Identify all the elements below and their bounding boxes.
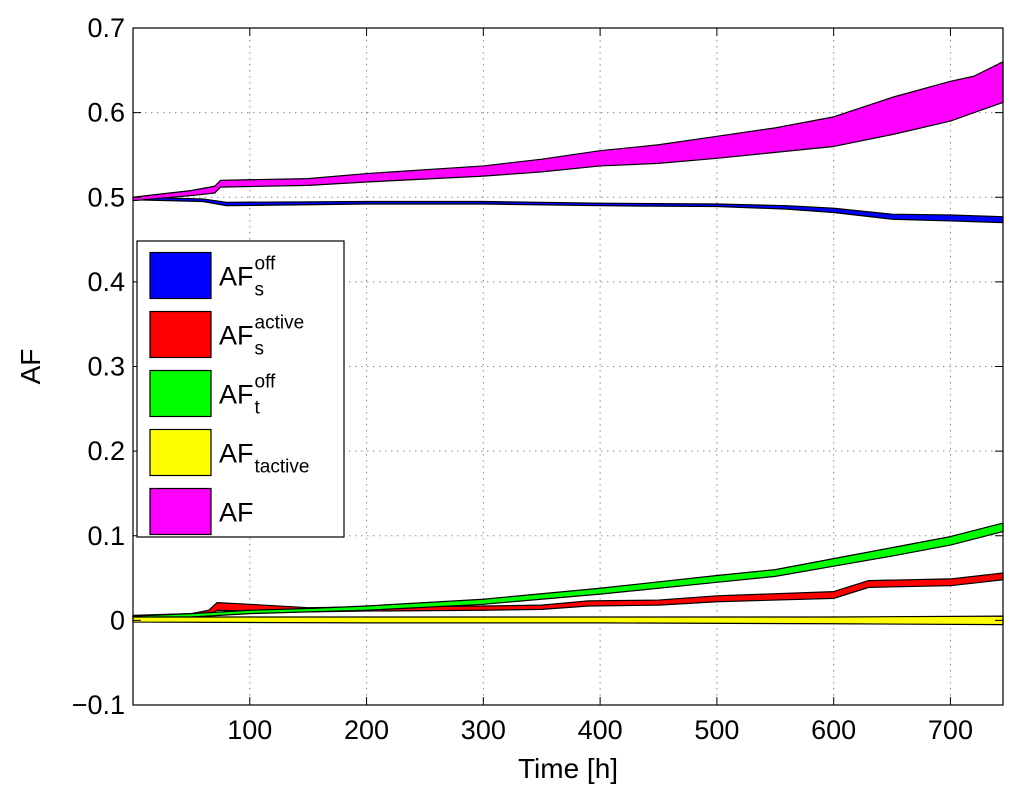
legend-label-3: AF — [219, 439, 254, 469]
y-tick-label-2: 0.1 — [87, 521, 125, 551]
legend-swatch-4 — [149, 487, 212, 536]
x-tick-label-5: 600 — [811, 715, 856, 745]
x-tick-label-2: 300 — [461, 715, 506, 745]
y-tick-label-5: 0.4 — [87, 267, 125, 297]
legend-entry-2: AFoff t — [219, 372, 276, 419]
x-tick-label-4: 500 — [694, 715, 739, 745]
y-tick-label-3: 0.2 — [87, 436, 125, 466]
x-axis-label: Time [h] — [518, 753, 618, 784]
x-tick-label-1: 200 — [344, 715, 389, 745]
y-tick-label-1: 0 — [110, 605, 125, 635]
y-tick-label-6: 0.5 — [87, 182, 125, 212]
legend-subscript-1: s — [255, 339, 265, 360]
legend-swatch-2 — [149, 369, 212, 418]
legend-entry-0: AFoff s — [219, 254, 276, 301]
x-tick-label-6: 700 — [928, 715, 973, 745]
legend-entry-1: AFactive s — [219, 313, 304, 360]
y-tick-label-8: 0.7 — [87, 13, 125, 43]
axis-ticks: 100 200 300 400 500 600 700 −0.1 0 0.1 0.2 0.3 0.4 0.… — [72, 13, 1003, 745]
legend-entry-3: AFtactive — [219, 439, 309, 478]
legend-superscript-0: off — [255, 254, 277, 275]
legend-swatch-3 — [149, 428, 212, 477]
y-tick-label-0: −0.1 — [72, 690, 125, 720]
legend-swatch-1 — [149, 310, 212, 359]
legend-label-0: AF — [219, 262, 254, 292]
legend-subscript-0: s — [255, 280, 265, 301]
legend-subscript-2: t — [255, 398, 261, 419]
legend-swatch-0 — [149, 251, 212, 300]
legend-label-1: AF — [219, 321, 254, 351]
y-tick-label-7: 0.6 — [87, 98, 125, 128]
legend-label-2: AF — [219, 380, 254, 410]
legend-superscript-1: active — [255, 313, 305, 334]
legend-label-4: AF — [219, 498, 254, 528]
legend-subscript-3: tactive — [255, 457, 310, 478]
x-tick-label-3: 400 — [578, 715, 623, 745]
y-tick-label-4: 0.3 — [87, 352, 125, 382]
legend-superscript-2: off — [255, 372, 277, 393]
legend-entry-4: AF — [219, 498, 254, 528]
y-axis-label: AF — [15, 349, 46, 385]
x-tick-label-0: 100 — [227, 715, 272, 745]
